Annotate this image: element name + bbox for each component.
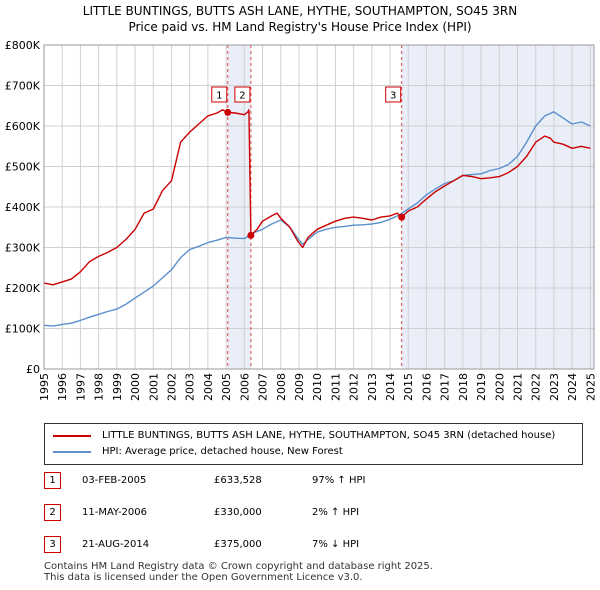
price-chart: £0 £100K £200K £300K £400K £500K £600K £700K £80… [5, 39, 598, 401]
sale-label: 1 [216, 91, 222, 102]
sale-hpi-change: 97% ↑ HPI [312, 475, 366, 486]
x-tick-label: 2001 [147, 373, 160, 401]
x-tick-label: 2007 [257, 373, 270, 401]
x-tick-label: 2000 [129, 373, 142, 401]
legend-label-hpi: HPI: Average price, detached house, New … [102, 446, 343, 457]
x-tick-label: 1999 [111, 373, 124, 401]
sale-row: 1 03-FEB-2005 £633,528 97% ↑ HPI [44, 472, 584, 492]
x-tick-label: 2020 [493, 373, 506, 401]
x-tick-label: 1996 [56, 373, 69, 401]
x-tick-label: 2024 [566, 373, 579, 401]
sale-point [247, 231, 255, 239]
sale-point [224, 108, 232, 116]
sale-label-box [385, 86, 402, 103]
footer: Contains HM Land Registry data © Crown c… [44, 561, 433, 583]
footer-license: This data is licensed under the Open Gov… [44, 572, 363, 583]
x-tick-label: 2012 [348, 373, 361, 401]
x-tick-label: 1997 [74, 373, 87, 401]
sale-hpi-change: 2% ↑ HPI [312, 507, 360, 518]
y-tick-label: £800K [5, 39, 41, 52]
legend-swatch-hpi [53, 451, 91, 453]
y-tick-label: £0 [26, 363, 40, 376]
x-tick-label: 2017 [439, 373, 452, 401]
legend-swatch-property [53, 435, 91, 437]
sale-date: 11-MAY-2006 [82, 507, 148, 518]
x-tick-label: 2009 [293, 373, 306, 401]
sale-date: 03-FEB-2005 [82, 475, 147, 486]
x-tick-label: 2002 [165, 373, 178, 401]
sale-hpi-change: 7% ↓ HPI [312, 539, 360, 550]
chart-legend: LITTLE BUNTINGS, BUTTS ASH LANE, HYTHE, … [44, 423, 583, 465]
y-tick-label: £200K [5, 282, 41, 295]
y-tick-label: £300K [5, 242, 41, 255]
x-tick-label: 2003 [184, 373, 197, 401]
x-tick-label: 2018 [457, 373, 470, 401]
y-tick-label: £600K [5, 120, 41, 133]
x-tick-label: 2004 [202, 373, 215, 401]
sale-number-badge: 1 [44, 472, 61, 489]
x-tick-label: 1998 [93, 373, 106, 401]
y-tick-label: £700K [5, 80, 41, 93]
footer-copyright: Contains HM Land Registry data © Crown c… [44, 561, 433, 572]
x-tick-label: 2006 [238, 373, 251, 401]
legend-label-property: LITTLE BUNTINGS, BUTTS ASH LANE, HYTHE, … [102, 430, 556, 441]
sale-label-box [234, 86, 251, 103]
x-tick-label: 2022 [530, 373, 543, 401]
y-tick-label: £500K [5, 161, 41, 174]
sale-row: 2 11-MAY-2006 £330,000 2% ↑ HPI [44, 504, 584, 524]
sale-label-box [211, 86, 228, 103]
x-tick-label: 2011 [329, 373, 342, 401]
x-tick-label: 2023 [548, 373, 561, 401]
x-tick-label: 2014 [384, 373, 397, 401]
sale-label: 2 [239, 91, 245, 102]
y-tick-label: £100K [5, 323, 41, 336]
y-tick-label: £400K [5, 201, 41, 214]
chart-subtitle: Price paid vs. HM Land Registry's House … [128, 20, 472, 34]
x-tick-label: 2025 [584, 373, 597, 401]
x-tick-label: 2013 [366, 373, 379, 401]
x-tick-label: 1995 [38, 373, 51, 401]
sale-number-badge: 2 [44, 504, 61, 521]
sale-price: £330,000 [214, 507, 262, 518]
sale-price: £375,000 [214, 539, 262, 550]
chart-title: LITTLE BUNTINGS, BUTTS ASH LANE, HYTHE, … [82, 4, 518, 18]
plot-border [43, 44, 595, 370]
sale-point [398, 213, 406, 221]
x-tick-label: 2015 [402, 373, 415, 401]
sale-label: 3 [390, 91, 396, 102]
x-tick-label: 2010 [311, 373, 324, 401]
sale-price: £633,528 [214, 475, 262, 486]
x-tick-label: 2005 [220, 373, 233, 401]
sale-number-badge: 3 [44, 536, 61, 553]
sale-row: 3 21-AUG-2014 £375,000 7% ↓ HPI [44, 536, 584, 556]
property-price-line [43, 109, 591, 286]
x-tick-label: 2008 [275, 373, 288, 401]
x-tick-label: 2016 [420, 373, 433, 401]
x-tick-label: 2019 [475, 373, 488, 401]
x-tick-label: 2021 [512, 373, 525, 401]
sale-date: 21-AUG-2014 [82, 539, 150, 550]
hpi-line [43, 111, 591, 327]
